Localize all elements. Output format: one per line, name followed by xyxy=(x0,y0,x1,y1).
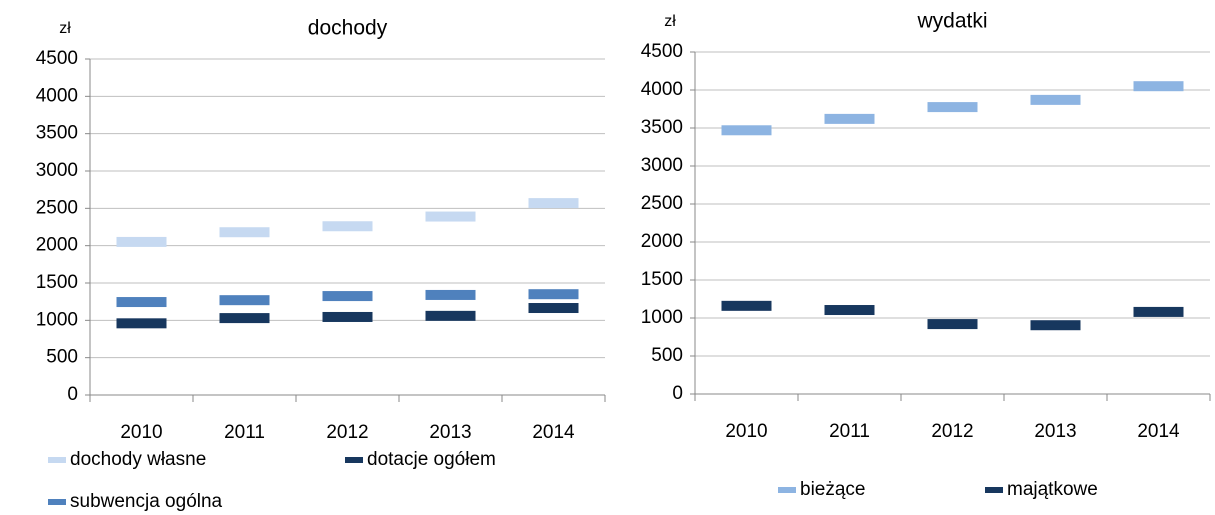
y-tick-label: 2000 xyxy=(641,231,683,252)
marker xyxy=(425,310,476,321)
y-tick-label: 1500 xyxy=(641,269,683,290)
x-tick-label: 2013 xyxy=(429,422,471,443)
y-tick-label: 500 xyxy=(46,347,78,368)
marker xyxy=(824,305,875,316)
x-tick-label: 2013 xyxy=(1034,421,1076,442)
marker xyxy=(1030,94,1081,105)
marker xyxy=(116,318,167,329)
marker xyxy=(721,125,772,136)
marker xyxy=(1133,81,1184,92)
marker xyxy=(322,291,373,302)
marker xyxy=(528,303,579,314)
marker xyxy=(721,300,772,311)
x-tick-label: 2014 xyxy=(1137,421,1180,442)
legend-swatch xyxy=(48,499,66,505)
y-tick-label: 4000 xyxy=(36,85,78,106)
legend-swatch xyxy=(345,457,363,463)
marker xyxy=(1030,320,1081,331)
legend-swatch xyxy=(48,457,66,463)
legend-label: subwencja ogólna xyxy=(70,491,223,512)
y-tick-label: 0 xyxy=(67,384,78,405)
y-tick-label: 4000 xyxy=(641,79,683,100)
y-tick-label: 4500 xyxy=(641,41,683,62)
x-tick-label: 2011 xyxy=(829,421,870,442)
y-tick-label: 1500 xyxy=(36,272,78,293)
legend-label: majątkowe xyxy=(1007,479,1098,500)
y-tick-label: 3000 xyxy=(641,155,683,176)
y-tick-label: 1000 xyxy=(641,307,683,328)
marker xyxy=(322,311,373,322)
x-tick-label: 2011 xyxy=(224,422,265,443)
marker xyxy=(219,295,270,306)
x-tick-label: 2012 xyxy=(326,422,368,443)
marker xyxy=(927,319,978,330)
chart-title: wydatki xyxy=(916,10,987,33)
marker xyxy=(528,198,579,209)
y-tick-label: 3000 xyxy=(36,160,78,181)
marker xyxy=(1133,306,1184,317)
legend-label: dochody własne xyxy=(70,449,206,470)
y-tick-label: 1000 xyxy=(36,309,78,330)
y-tick-label: 0 xyxy=(672,383,683,404)
marker xyxy=(116,297,167,308)
marker xyxy=(116,236,167,247)
marker xyxy=(927,102,978,113)
y-tick-label: 2000 xyxy=(36,235,78,256)
legend-swatch xyxy=(985,487,1003,493)
y-axis-label: zł xyxy=(664,13,676,30)
x-tick-label: 2012 xyxy=(931,421,973,442)
marker xyxy=(528,289,579,300)
marker xyxy=(824,113,875,124)
y-tick-label: 4500 xyxy=(36,48,78,69)
y-tick-label: 2500 xyxy=(641,193,683,214)
marker xyxy=(322,221,373,232)
legend-label: bieżące xyxy=(800,479,866,500)
y-tick-label: 3500 xyxy=(641,117,683,138)
y-tick-label: 2500 xyxy=(36,197,78,218)
legend-label: dotacje ogółem xyxy=(367,449,496,470)
y-tick-label: 500 xyxy=(651,345,683,366)
x-tick-label: 2010 xyxy=(725,421,767,442)
x-tick-label: 2014 xyxy=(532,422,575,443)
y-tick-label: 3500 xyxy=(36,123,78,144)
x-tick-label: 2010 xyxy=(120,422,162,443)
marker xyxy=(219,227,270,238)
legend-swatch xyxy=(778,487,796,493)
marker xyxy=(219,313,270,324)
marker xyxy=(425,211,476,222)
marker xyxy=(425,289,476,300)
chart-title: dochody xyxy=(308,17,388,40)
y-axis-label: zł xyxy=(59,20,71,37)
